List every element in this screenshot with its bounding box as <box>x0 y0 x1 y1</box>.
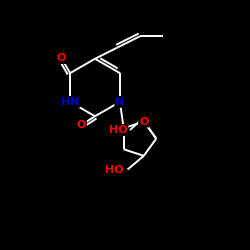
Text: O: O <box>57 53 66 63</box>
Text: O: O <box>139 116 148 126</box>
Text: N: N <box>115 97 124 107</box>
Text: HO: HO <box>105 164 124 174</box>
Text: O: O <box>76 120 86 130</box>
Text: HO: HO <box>109 125 128 135</box>
Text: HN: HN <box>61 97 79 107</box>
